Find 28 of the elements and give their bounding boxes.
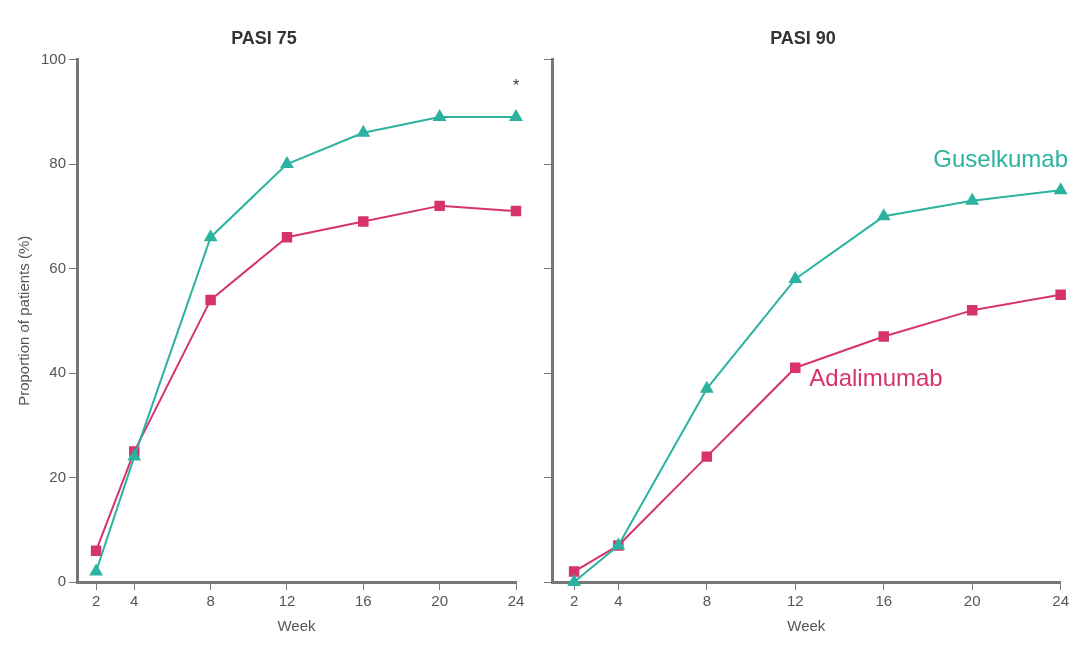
y-tick-label: 60 [49, 258, 67, 276]
x-tick-label: 20 [963, 592, 981, 610]
chart-title: PASI 75 [231, 27, 297, 48]
x-tick-label: 24 [507, 592, 525, 610]
x-tick-label: 8 [206, 592, 215, 610]
y-tick-label: 40 [49, 363, 67, 381]
y-tick-label: 20 [49, 467, 67, 485]
x-tick-label: 12 [786, 592, 804, 610]
y-tick-label: 0 [57, 572, 67, 590]
x-tick-label: 20 [431, 592, 448, 610]
x-tick-label: 2 [569, 592, 579, 610]
series-label: Adalimumab [809, 364, 943, 392]
x-axis-title: Week [787, 617, 826, 635]
x-tick-label: 4 [130, 592, 139, 610]
chart-title: PASI 90 [770, 27, 836, 48]
y-axis-title: Proportion of patients (%) [15, 235, 33, 406]
annotation: * [512, 77, 520, 95]
x-tick-label: 16 [875, 592, 893, 610]
x-tick-label: 2 [91, 592, 101, 610]
y-tick-label: 80 [49, 154, 67, 172]
y-tick-label: 100 [41, 49, 67, 67]
series-label: Guselkumab [933, 144, 1068, 172]
x-tick-label: 4 [614, 592, 623, 610]
x-tick-label: 24 [1052, 592, 1069, 610]
x-tick-label: 8 [702, 592, 711, 610]
x-tick-label: 16 [354, 592, 372, 610]
x-axis-title: Week [277, 617, 317, 635]
x-tick-label: 12 [278, 592, 296, 610]
